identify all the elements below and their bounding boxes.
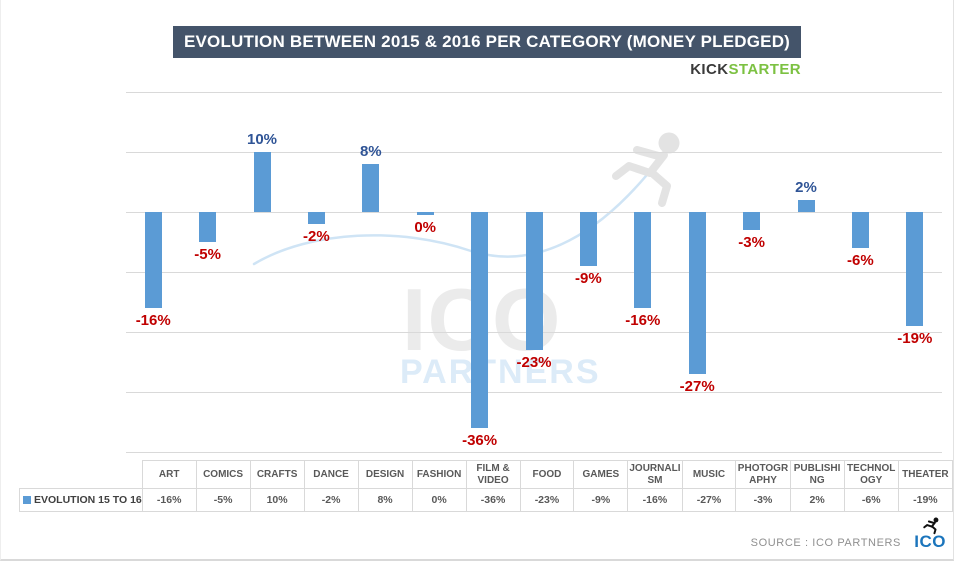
plot-area: -16% -5% 10% -2% 8% 0% -36% -23% -9% -16% -27% -3% 2… [126, 92, 942, 453]
bar-label-comics: -5% [194, 246, 221, 263]
bar-music [688, 212, 706, 374]
bar-theater [906, 212, 924, 326]
table-value-comics: -5% [195, 488, 251, 512]
bar-publishing [797, 200, 815, 212]
gridline--30 [126, 392, 942, 393]
table-header-crafts: CRAFTS [249, 460, 305, 489]
table-header-comics: COMICS [195, 460, 251, 489]
table-value-film-video: -36% [465, 488, 521, 512]
table-value-games: -9% [573, 488, 629, 512]
bar-label-film-video: -36% [462, 432, 498, 449]
table-value-crafts: 10% [249, 488, 305, 512]
table-value-theater: -19% [897, 488, 954, 512]
table-corner-cell [20, 461, 143, 489]
bar-games [579, 212, 597, 266]
bar-label-crafts: 10% [246, 131, 278, 148]
partners-watermark-text: PARTNERS [400, 353, 601, 391]
table-header-art: ART [141, 460, 197, 489]
table-header-fashion: FASHION [411, 460, 467, 489]
bar-label-technology: -6% [847, 252, 874, 269]
bar-label-photography: -3% [738, 234, 765, 251]
bar-photography [743, 212, 761, 230]
table-value-food: -23% [519, 488, 575, 512]
chart-title: EVOLUTION BETWEEN 2015 & 2016 PER CATEGO… [173, 26, 801, 58]
table-value-publishing: 2% [789, 488, 845, 512]
table-header-food: FOOD [519, 460, 575, 489]
bar-design [362, 164, 380, 212]
bar-food [525, 212, 543, 350]
ico-logo-runner-icon [923, 517, 939, 535]
table-header-theater: THEATER [897, 460, 954, 489]
table-header-journalism: JOURNALI SM [627, 460, 683, 489]
bar-journalism [634, 212, 652, 308]
bar-label-dance: -2% [303, 228, 330, 245]
source-credit: SOURCE : ICO PARTNERS [750, 537, 901, 549]
bar-label-theater: -19% [897, 330, 933, 347]
table-value-music: -27% [681, 488, 737, 512]
gridline-20 [126, 92, 942, 93]
bar-label-journalism: -16% [625, 312, 661, 329]
bar-label-publishing: 2% [795, 179, 817, 196]
table-header-design: DESIGN [357, 460, 413, 489]
bar-fashion [416, 212, 434, 215]
ico-logo-text: ICO [914, 532, 946, 551]
table-header-games: GAMES [573, 460, 629, 489]
bar-technology [851, 212, 869, 248]
table-value-technology: -6% [843, 488, 899, 512]
table-header-music: MUSIC [681, 460, 737, 489]
ico-partners-logo: ICO [906, 514, 946, 550]
legend-cell: EVOLUTION 15 TO 16 [19, 488, 143, 512]
data-table: ART COMICS CRAFTS DANCE DESIGN FASHION FILM & … [19, 460, 954, 512]
running-man-watermark-icon [612, 132, 680, 207]
gridline-10 [126, 152, 942, 153]
kickstarter-logo-kick: KICK [690, 61, 729, 78]
table-value-fashion: 0% [411, 488, 467, 512]
table-header-dance: DANCE [303, 460, 359, 489]
table-value-photography: -3% [735, 488, 791, 512]
bar-label-design: 8% [359, 143, 382, 160]
table-value-design: 8% [357, 488, 413, 512]
legend-swatch-icon [23, 496, 31, 504]
bar-label-food: -23% [516, 354, 552, 371]
table-header-film-video: FILM & VIDEO [465, 460, 521, 489]
bar-film-video [471, 212, 489, 428]
bar-label-music: -27% [679, 378, 715, 395]
table-header-publishing: PUBLISHI NG [789, 460, 845, 489]
kickstarter-logo-starter: STARTER [728, 61, 801, 78]
table-value-journalism: -16% [627, 488, 683, 512]
table-header-technology: TECHNOL OGY [843, 460, 899, 489]
kickstarter-logo: KICKSTARTER [173, 61, 801, 78]
table-header-photography: PHOTOGR APHY [735, 460, 791, 489]
bar-label-art: -16% [135, 312, 171, 329]
bar-crafts [253, 152, 271, 212]
legend-label: EVOLUTION 15 TO 16 [34, 494, 142, 506]
bar-comics [199, 212, 217, 242]
bar-dance [307, 212, 325, 224]
table-value-art: -16% [141, 488, 197, 512]
bar-art [144, 212, 162, 308]
gridline--40 [126, 452, 942, 453]
table-value-dance: -2% [303, 488, 359, 512]
bar-label-fashion: 0% [414, 218, 437, 236]
bar-label-games: -9% [575, 270, 602, 287]
